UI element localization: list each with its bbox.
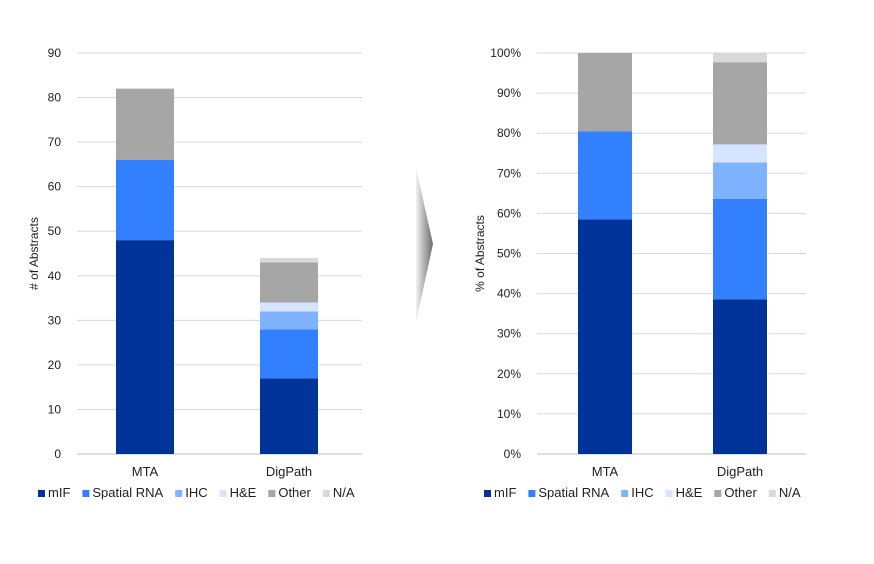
bar-segment xyxy=(260,378,318,454)
x-tick-label: DigPath xyxy=(266,464,312,479)
bar-segment xyxy=(260,262,318,303)
y-axis-title: % of Abstracts xyxy=(473,215,487,292)
legend-label: H&E xyxy=(676,485,703,500)
y-tick-label: 90 xyxy=(48,46,62,60)
abstract-count-chart: 0 10 20 30 40 50 60 70 80 90 MTA DigPath # of Abstra… xyxy=(27,46,362,500)
x-tick-label: DigPath xyxy=(717,464,763,479)
y-tick-label: 70 xyxy=(48,135,62,149)
y-tick-label: 20% xyxy=(497,367,521,381)
y-tick-label: 90% xyxy=(497,86,521,100)
legend-label: Spatial RNA xyxy=(92,485,163,500)
bar-segment xyxy=(578,219,632,454)
y-tick-label: 20 xyxy=(48,358,62,372)
y-tick-label: 30% xyxy=(497,327,521,341)
bar-segment xyxy=(713,299,767,454)
bar-segment xyxy=(116,159,174,241)
legend-swatch xyxy=(768,490,776,497)
y-tick-label: 40% xyxy=(497,287,521,301)
bar-segment xyxy=(260,311,318,330)
legend-label: Spatial RNA xyxy=(538,485,609,500)
bar-segment xyxy=(260,329,318,379)
legend-swatch xyxy=(219,490,227,497)
abstract-percent-chart: 0% 10% 20% 30% 40% 50% 60% 70% 80% 90% 100% MTA DigP… xyxy=(473,46,806,500)
legend-label: H&E xyxy=(230,485,257,500)
legend-swatch xyxy=(175,490,183,497)
y-tick-label: 80% xyxy=(497,126,521,140)
y-axis-title: # of Abstracts xyxy=(27,217,41,290)
legend-label: Other xyxy=(278,485,311,500)
y-tick-label: 60 xyxy=(48,180,62,194)
y-tick-label: 10 xyxy=(48,402,62,416)
y-tick-label: 40 xyxy=(48,269,62,283)
legend-swatch xyxy=(82,490,90,497)
legend-label: N/A xyxy=(333,485,355,500)
bar-segment xyxy=(713,53,767,63)
y-tick-label: 0 xyxy=(54,447,61,461)
legend-label: Other xyxy=(724,485,757,500)
legend-swatch xyxy=(714,490,722,497)
legend-swatch xyxy=(528,490,536,497)
y-tick-label: 50% xyxy=(497,247,521,261)
bar-segment xyxy=(116,88,174,160)
y-tick-label: 0% xyxy=(504,447,522,461)
legend: mIF Spatial RNA IHC H&E Other N/A xyxy=(484,485,801,500)
bar-segment xyxy=(260,302,318,312)
y-tick-label: 100% xyxy=(490,46,521,60)
y-tick-label: 70% xyxy=(497,166,521,180)
legend-label: N/A xyxy=(779,485,801,500)
y-tick-label: 80 xyxy=(48,91,62,105)
legend-label: IHC xyxy=(185,485,207,500)
x-tick-label: MTA xyxy=(132,464,159,479)
legend-label: IHC xyxy=(631,485,653,500)
y-tick-label: 50 xyxy=(48,224,62,238)
y-tick-label: 60% xyxy=(497,206,521,220)
bar-segment xyxy=(713,144,767,163)
legend-swatch xyxy=(322,490,330,497)
legend-swatch xyxy=(621,490,629,497)
y-tick-label: 10% xyxy=(497,407,521,421)
bar-segment xyxy=(578,53,632,132)
legend-swatch xyxy=(484,490,491,497)
bar-segment xyxy=(713,62,767,145)
legend-swatch xyxy=(38,490,45,497)
legend-swatch xyxy=(665,490,673,497)
bar-segment xyxy=(578,131,632,220)
legend-label: mIF xyxy=(494,485,516,500)
bar-segment xyxy=(260,257,318,263)
bar-segment xyxy=(713,198,767,300)
legend-swatch xyxy=(268,490,276,497)
bar-segment xyxy=(713,162,767,199)
legend-label: mIF xyxy=(48,485,70,500)
legend: mIF Spatial RNA IHC H&E Other N/A xyxy=(38,485,355,500)
bar-segment xyxy=(116,240,174,454)
y-tick-label: 30 xyxy=(48,313,62,327)
right-arrow-icon xyxy=(416,168,433,322)
x-tick-label: MTA xyxy=(592,464,619,479)
